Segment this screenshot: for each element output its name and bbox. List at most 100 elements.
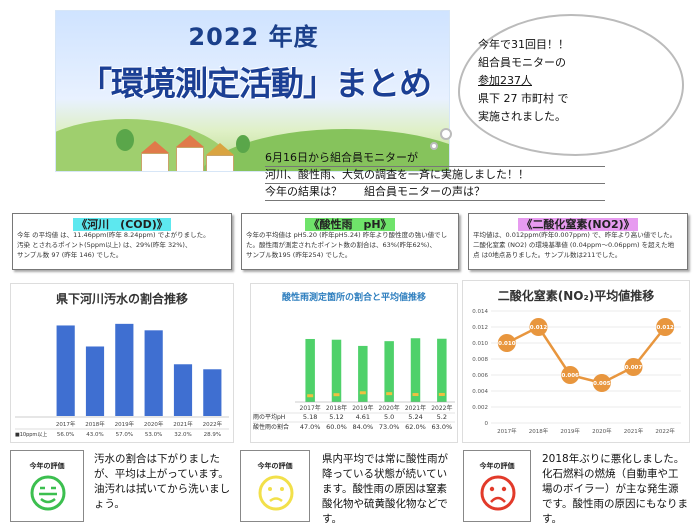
tick-label: 2021年 <box>173 420 193 428</box>
data-bar <box>144 330 163 416</box>
data-label: 5.12 <box>329 413 343 421</box>
eval-text: 2018年ぶりに悪化しました。化石燃料の燃焼（自動車や工場のボイラー）が主な発生… <box>542 453 688 525</box>
data-point <box>333 393 340 397</box>
data-label: 53.0% <box>145 432 162 438</box>
data-label: 32.0% <box>174 432 191 438</box>
tick-label: 0.012 <box>472 325 488 331</box>
tick-label: 2018年 <box>326 404 347 412</box>
data-point <box>412 393 419 397</box>
eval-label: 今年の評価 <box>479 462 515 470</box>
data-label: 0.007 <box>625 365 643 371</box>
house-illustration <box>141 141 169 171</box>
data-point <box>438 392 445 396</box>
evaluation-river: 今年の評価 <box>10 450 84 522</box>
notice-line: 6月16日から組合員モニターが <box>265 150 605 167</box>
happy-face-icon <box>30 475 66 511</box>
info-line: サンプル数 97 (昨年 146) でした。 <box>17 251 123 259</box>
tick-label: 2022年 <box>655 427 675 435</box>
notice-text: 6月16日から組合員モニターが 河川、酸性雨、大気の調査を一斉に実施しました！！… <box>265 150 605 201</box>
cloud-puff <box>440 128 452 140</box>
eval-text: 汚水の割合は下がりましたが、平均は上がっています。油汚れは拭いてから洗いましょう… <box>94 453 231 510</box>
data-bar <box>331 339 342 402</box>
info-box-no2: 《二酸化窒素(NO2)》 平均値は、0.012ppm(昨年0.007ppm) で… <box>468 213 688 270</box>
data-label: 0.005 <box>593 381 611 387</box>
data-bar <box>305 338 315 402</box>
tick-label: 2020年 <box>144 420 164 428</box>
info-body: 今年 の平均値 は、11.46ppm(昨年 8.24ppm) でよがりました。 … <box>17 230 227 260</box>
data-bar <box>56 325 75 416</box>
data-label: 60.0% <box>326 423 347 431</box>
info-box-rain: 《酸性雨 pH》 今年の平均値は pH5.20 (昨年pH5.24) 昨年より酸… <box>241 213 459 270</box>
house-illustration <box>206 143 234 171</box>
chart-title: 酸性雨測定箇所の割合と平均値推移 <box>281 293 426 303</box>
tick-label: 0.014 <box>472 309 488 315</box>
data-point <box>359 391 366 395</box>
data-label: 4.61 <box>356 413 370 421</box>
data-label: 63.0% <box>432 423 453 431</box>
chart-title: 県下河川汚水の割合推移 <box>55 292 188 306</box>
evaluation-no2: 今年の評価 <box>463 450 531 522</box>
data-point <box>592 374 611 392</box>
tick-label: 0.002 <box>472 405 488 411</box>
data-point <box>307 394 314 398</box>
data-bar <box>85 346 105 416</box>
info-line: た。酸性雨が測定されたポイント数の割合は、63%(昨年62%)、 <box>246 241 436 249</box>
data-bar <box>203 369 222 416</box>
data-point <box>529 318 548 336</box>
no2-chart-panel: 二酸化窒素(NO₂)平均値推移 0 0.002 0.004 0.006 0.008 0.0… <box>462 280 690 443</box>
info-box-river: 《河川 (COD)》 今年 の平均値 は、11.46ppm(昨年 8.24ppm… <box>12 213 232 270</box>
info-title: 《河川 (COD)》 <box>73 218 171 231</box>
data-label: 5.0 <box>384 413 394 421</box>
speech-line: 実施されました。 <box>478 110 566 123</box>
row-label: 酸性雨の割合 <box>253 423 289 431</box>
speech-line: 県下 27 市町村 で <box>478 92 569 105</box>
tick-label: 2019年 <box>352 404 373 412</box>
title-banner: 2022 年度 「環境測定活動」まとめ <box>55 10 450 172</box>
info-body: 平均値は、0.012ppm(昨年0.007ppm) で、昨年より高い値でした。 … <box>473 230 683 260</box>
chart-title: 二酸化窒素(NO₂)平均値推移 <box>497 289 655 303</box>
tick-label: 2018年 <box>529 427 549 435</box>
eval-label: 今年の評価 <box>29 462 65 470</box>
series-line <box>506 325 667 385</box>
page-title: 「環境測定活動」まとめ <box>79 64 432 103</box>
data-point <box>624 358 643 376</box>
tick-label: 2020年 <box>592 427 612 435</box>
row-label: 雨の平均pH <box>253 413 285 421</box>
tick-label: 2020年 <box>379 404 400 412</box>
data-point <box>561 366 580 384</box>
rain-chart-panel: 酸性雨測定箇所の割合と平均値推移 雨の平均pH 酸性雨の割合 2017年 5.18 47… <box>250 283 458 443</box>
data-label: 47.0% <box>300 423 321 431</box>
neutral-face-icon <box>258 475 294 511</box>
data-label: 62.0% <box>405 423 426 431</box>
legend-label: ■10ppm以上 <box>15 431 47 438</box>
data-bar <box>173 364 193 416</box>
evaluation-rain: 今年の評価 <box>240 450 310 522</box>
data-label: 84.0% <box>353 423 374 431</box>
tick-label: 2021年 <box>405 404 426 412</box>
data-bar <box>410 338 421 402</box>
data-label: 57.0% <box>116 432 133 438</box>
tick-label: 2017年 <box>300 404 321 412</box>
tick-label: 0 <box>485 421 489 427</box>
data-label: 0.012 <box>530 325 548 331</box>
info-line: 今年 の平均値 は、11.46ppm(昨年 8.24ppm) でよがりました。 <box>17 231 210 239</box>
cloud-puff <box>430 142 438 150</box>
data-bar <box>115 323 134 416</box>
tick-label: 2019年 <box>560 427 580 435</box>
speech-cloud <box>458 14 684 156</box>
tick-label: 2017年 <box>56 420 76 428</box>
info-title: 《二酸化窒素(NO2)》 <box>518 218 638 231</box>
tick-label: 2018年 <box>85 420 105 428</box>
data-bar <box>358 345 368 402</box>
info-line: 汚染 とされるポイント(5ppm以上) は、29%(昨年 32%)、 <box>17 241 192 249</box>
data-label: 5.2 <box>437 413 447 421</box>
data-bar <box>384 341 394 402</box>
sad-face-icon <box>480 475 516 511</box>
info-line: サンプル数195 (昨年254) でした。 <box>246 251 352 259</box>
notice-line: 河川、酸性雨、大気の調査を一斉に実施しました！！ <box>265 167 605 184</box>
data-label: 5.24 <box>408 413 422 421</box>
no2-line-chart: 0 0.002 0.004 0.006 0.008 0.010 0.012 0.014 0.01… <box>472 309 681 435</box>
info-line: 今年の平均値は pH5.20 (昨年pH5.24) 昨年より酸性度の強い値でし <box>246 231 448 239</box>
house-illustration <box>176 135 204 171</box>
